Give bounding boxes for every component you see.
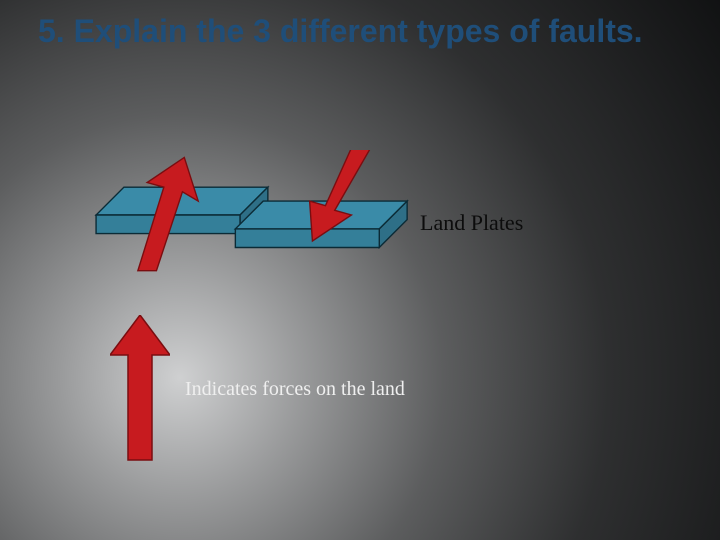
slide-title: 5. Explain the 3 different types of faul…: [38, 14, 678, 50]
forces-label: Indicates forces on the land: [185, 378, 405, 401]
forces-arrow-icon: [110, 315, 170, 465]
right-plate-front: [235, 229, 379, 248]
land-plates-label: Land Plates: [420, 210, 523, 236]
title-text: 5. Explain the 3 different types of faul…: [38, 13, 643, 49]
plates-diagram: [60, 150, 420, 280]
arrow-up-icon: [110, 315, 170, 460]
slide: 5. Explain the 3 different types of faul…: [0, 0, 720, 540]
